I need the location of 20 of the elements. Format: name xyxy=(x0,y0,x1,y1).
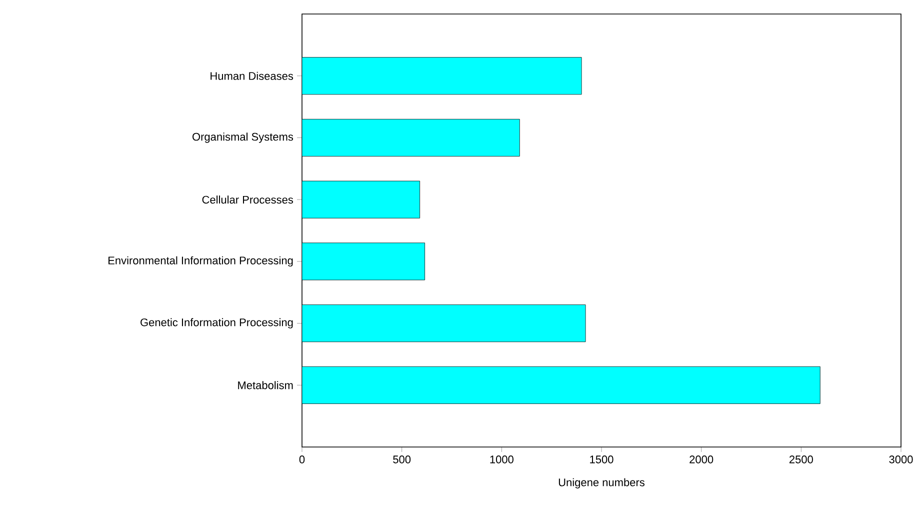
y-tick-label: Environmental Information Processing xyxy=(108,256,293,267)
x-tick-label: 1000 xyxy=(490,456,514,464)
y-tick-label: Organismal Systems xyxy=(192,132,294,143)
x-tick-label: 3000 xyxy=(889,456,913,464)
bar xyxy=(302,242,425,280)
y-tick-label: Genetic Information Processing xyxy=(140,318,293,328)
x-tick-label: 2000 xyxy=(690,456,714,464)
y-tick-label: Human Diseases xyxy=(210,72,294,80)
x-tick-label: 1500 xyxy=(590,456,614,464)
bar xyxy=(302,366,820,404)
x-tick-label: 500 xyxy=(393,456,411,464)
bar xyxy=(302,57,582,95)
x-axis-title: Unigene numbers xyxy=(558,478,644,488)
x-tick-label: 0 xyxy=(299,456,305,464)
x-tick-label: 2500 xyxy=(789,456,813,464)
bar xyxy=(302,118,520,156)
y-tick-label: Cellular Processes xyxy=(202,196,294,204)
bar xyxy=(302,304,586,342)
bar xyxy=(302,180,420,218)
y-tick-label: Metabolism xyxy=(238,381,293,390)
